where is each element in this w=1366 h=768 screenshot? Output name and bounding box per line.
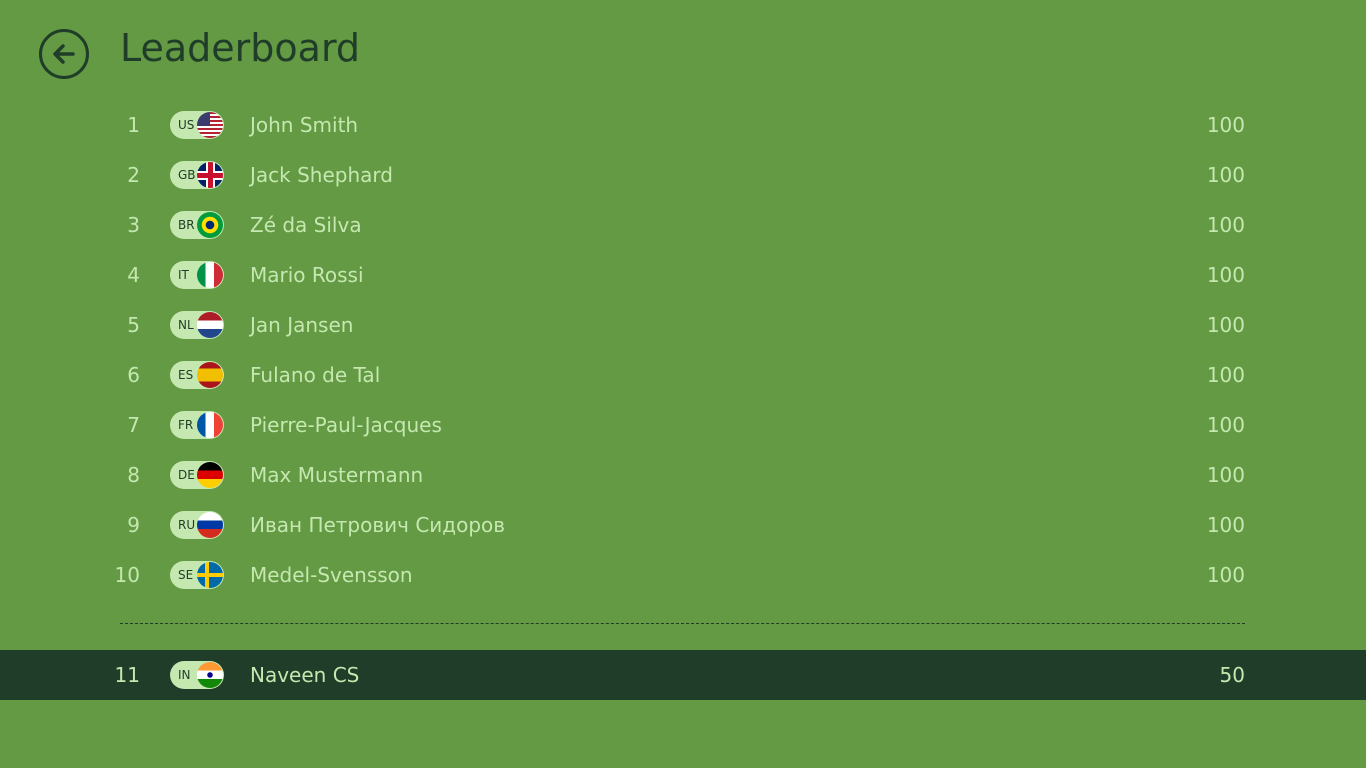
- score: 100: [1206, 563, 1245, 587]
- player-name: Mario Rossi: [250, 263, 364, 287]
- leaderboard-row[interactable]: 4 IT Mario Rossi 100: [0, 250, 1366, 300]
- rank: 11: [114, 663, 140, 687]
- current-user-row[interactable]: 11 IN Naveen CS 50: [0, 650, 1366, 700]
- player-name: John Smith: [250, 113, 359, 137]
- country-badge: FR: [170, 411, 224, 439]
- country-badge: GB: [170, 161, 224, 189]
- flag-fr-icon: [197, 412, 223, 438]
- country-code: NL: [178, 318, 194, 332]
- leaderboard-row[interactable]: 2 GB Jack Shephard 100: [0, 150, 1366, 200]
- country-code: US: [178, 118, 195, 132]
- rank: 8: [127, 463, 140, 487]
- score: 100: [1206, 363, 1245, 387]
- country-badge: US: [170, 111, 224, 139]
- player-name: Naveen CS: [250, 663, 360, 687]
- country-badge: BR: [170, 211, 224, 239]
- rank: 9: [127, 513, 140, 537]
- country-code: BR: [178, 218, 195, 232]
- leaderboard-row[interactable]: 5 NL Jan Jansen 100: [0, 300, 1366, 350]
- flag-es-icon: [197, 362, 223, 388]
- rank: 10: [114, 563, 140, 587]
- country-code: IN: [178, 668, 191, 682]
- country-badge: NL: [170, 311, 224, 339]
- flag-nl-icon: [197, 312, 223, 338]
- player-name: Zé da Silva: [250, 213, 362, 237]
- rank: 7: [127, 413, 140, 437]
- flag-de-icon: [197, 462, 223, 488]
- player-name: Pierre-Paul-Jacques: [250, 413, 442, 437]
- country-code: IT: [178, 268, 189, 282]
- country-badge: IT: [170, 261, 224, 289]
- leaderboard-row[interactable]: 3 BR Zé da Silva 100: [0, 200, 1366, 250]
- score: 50: [1219, 663, 1245, 687]
- divider: [120, 623, 1245, 624]
- leaderboard-row[interactable]: 9 RU Иван Петрович Сидоров 100: [0, 500, 1366, 550]
- leaderboard-row[interactable]: 7 FR Pierre-Paul-Jacques 100: [0, 400, 1366, 450]
- player-name: Иван Петрович Сидоров: [250, 513, 506, 537]
- leaderboard-row[interactable]: 1 US John Smith 100: [0, 100, 1366, 150]
- rank: 2: [127, 163, 140, 187]
- score: 100: [1206, 463, 1245, 487]
- flag-ru-icon: [197, 512, 223, 538]
- rank: 5: [127, 313, 140, 337]
- player-name: Medel-Svensson: [250, 563, 413, 587]
- arrow-left-icon: [53, 44, 75, 64]
- score: 100: [1206, 513, 1245, 537]
- country-code: DE: [178, 468, 195, 482]
- country-code: FR: [178, 418, 194, 432]
- country-badge: ES: [170, 361, 224, 389]
- leaderboard-row[interactable]: 6 ES Fulano de Tal 100: [0, 350, 1366, 400]
- country-badge: IN: [170, 661, 224, 689]
- score: 100: [1206, 213, 1245, 237]
- country-code: RU: [178, 518, 196, 532]
- score: 100: [1206, 263, 1245, 287]
- flag-us-icon: [197, 112, 223, 138]
- flag-gb-icon: [197, 162, 223, 188]
- rank: 6: [127, 363, 140, 387]
- player-name: Jan Jansen: [250, 313, 354, 337]
- country-code: ES: [178, 368, 194, 382]
- leaderboard-row[interactable]: 10 SE Medel-Svensson 100: [0, 550, 1366, 600]
- score: 100: [1206, 313, 1245, 337]
- player-name: Fulano de Tal: [250, 363, 381, 387]
- country-code: SE: [178, 568, 194, 582]
- flag-se-icon: [197, 562, 223, 588]
- rank: 3: [127, 213, 140, 237]
- country-badge: DE: [170, 461, 224, 489]
- country-badge: SE: [170, 561, 224, 589]
- country-badge: RU: [170, 511, 224, 539]
- flag-it-icon: [197, 262, 223, 288]
- score: 100: [1206, 413, 1245, 437]
- rank: 1: [127, 113, 140, 137]
- country-code: GB: [178, 168, 196, 182]
- score: 100: [1206, 163, 1245, 187]
- player-name: Max Mustermann: [250, 463, 424, 487]
- rank: 4: [127, 263, 140, 287]
- player-name: Jack Shephard: [250, 163, 393, 187]
- back-button[interactable]: [39, 29, 89, 79]
- flag-in-icon: [197, 662, 223, 688]
- flag-br-icon: [197, 212, 223, 238]
- score: 100: [1206, 113, 1245, 137]
- leaderboard-row[interactable]: 8 DE Max Mustermann 100: [0, 450, 1366, 500]
- page-title: Leaderboard: [120, 26, 361, 70]
